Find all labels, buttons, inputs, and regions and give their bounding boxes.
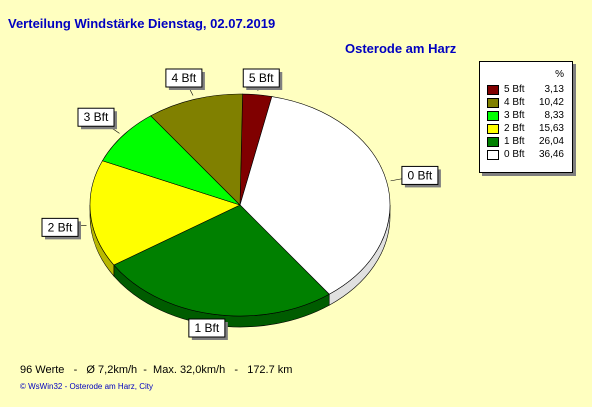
legend-label: 1 Bft: [504, 136, 525, 147]
legend-value: 36,46: [538, 149, 564, 160]
legend-value: 15,63: [538, 123, 564, 134]
legend-label: 0 Bft: [504, 149, 525, 160]
legend-row: 5 Bft 3,13: [487, 84, 569, 96]
chart-title: Verteilung Windstärke Dienstag, 02.07.20…: [8, 16, 276, 31]
legend-swatch: [487, 85, 499, 95]
statistics-line: 96 Werte - Ø 7,2km/h - Max. 32,0km/h - 1…: [20, 364, 293, 376]
copyright-footer: © WsWin32 - Osterode am Harz, City: [20, 382, 154, 391]
legend-row: 2 Bft 15,63: [487, 123, 569, 135]
legend-value: 3,13: [544, 84, 564, 95]
legend-swatch: [487, 150, 499, 160]
location-subtitle: Osterode am Harz: [345, 41, 457, 56]
pie-slice-0-bft: [239, 96, 391, 295]
legend-label: 5 Bft: [504, 84, 525, 95]
slice-label: 5 Bft: [249, 71, 274, 85]
pie-slice-1-bft: [113, 204, 330, 317]
legend-row: 4 Bft 10,42: [487, 97, 569, 109]
slice-label-box: [41, 217, 79, 237]
slice-label: 2 Bft: [48, 220, 73, 234]
legend: % 5 Bft 3,13 4 Bft 10,42 3 Bft 8,33 2 Bf…: [479, 61, 573, 173]
legend-label: 4 Bft: [504, 97, 525, 108]
legend-swatch: [487, 98, 499, 108]
legend-swatch: [487, 124, 499, 134]
slice-label-box: [242, 68, 280, 88]
slice-label: 0 Bft: [408, 168, 433, 182]
slice-label-box: [401, 165, 439, 185]
legend-percent-heading: %: [555, 69, 564, 80]
slice-label: 3 Bft: [84, 110, 109, 124]
slice-label-box: [77, 107, 115, 127]
slice-label-box: [165, 68, 203, 88]
pie-slice-2-bft: [89, 160, 241, 266]
legend-row: 3 Bft 8,33: [487, 110, 569, 122]
legend-label: 2 Bft: [504, 123, 525, 134]
slice-label: 1 Bft: [195, 321, 220, 335]
legend-label: 3 Bft: [504, 110, 525, 121]
legend-swatch: [487, 111, 499, 121]
slice-label-box: [188, 318, 226, 338]
legend-row: 1 Bft 26,04: [487, 136, 569, 148]
legend-row: 0 Bft 36,46: [487, 149, 569, 161]
legend-value: 8,33: [544, 110, 564, 121]
pie-slice-4-bft: [150, 93, 243, 206]
legend-value: 10,42: [538, 97, 564, 108]
legend-value: 26,04: [538, 136, 564, 147]
slice-label: 4 Bft: [172, 71, 197, 85]
legend-swatch: [487, 137, 499, 147]
